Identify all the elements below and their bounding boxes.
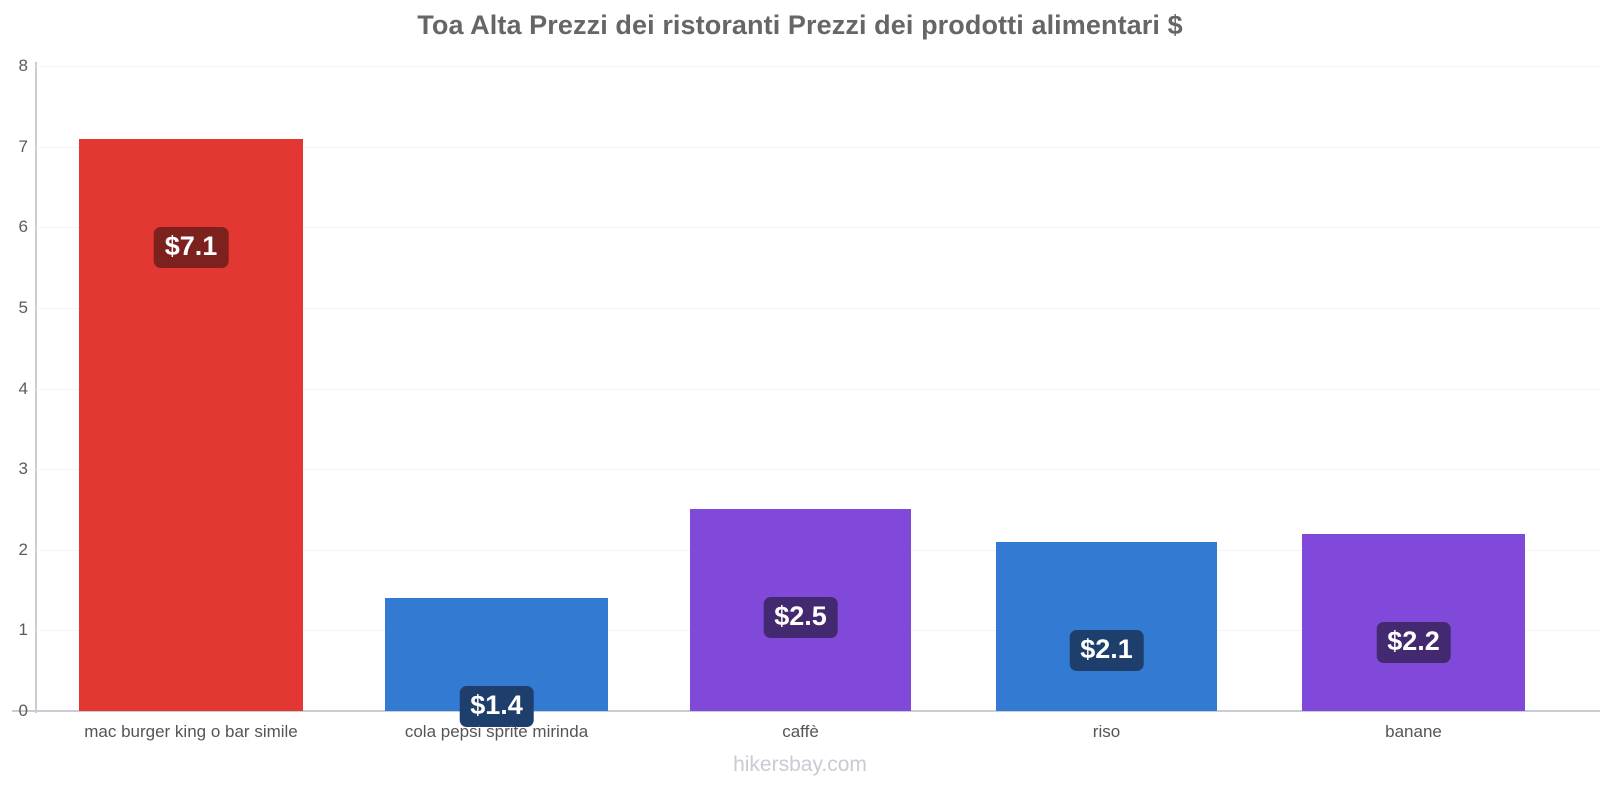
gridline (36, 146, 1600, 148)
bar-value-label: $2.5 (763, 597, 838, 639)
gridline (36, 307, 1600, 309)
x-axis-tick-labels: mac burger king o bar simile cola pepsi s… (0, 714, 1600, 754)
x-axis-line (12, 710, 1600, 712)
gridline (36, 227, 1600, 229)
plot-area: $7.1 $1.4 $2.5 $2.1 $2.2 (36, 66, 1600, 728)
bar[interactable]: $2.5 (690, 509, 911, 711)
x-axis-tick-label: banane (1385, 722, 1442, 741)
y-axis-tick-label: 4 (18, 378, 28, 398)
bar-value-label: $2.1 (1069, 629, 1144, 671)
bar[interactable]: $1.4 (385, 598, 608, 728)
bar[interactable]: $2.1 (996, 541, 1217, 711)
source-watermark: hikersbay.com (733, 753, 867, 776)
gridline (36, 66, 1600, 67)
y-axis-tick-label: 7 (18, 136, 28, 156)
x-axis-tick-label: caffè (782, 722, 819, 741)
gridline (36, 469, 1600, 471)
x-axis-tick-label: cola pepsi sprite mirinda (404, 722, 589, 741)
y-axis-line (35, 62, 37, 713)
y-axis-tick-label: 0 (18, 701, 28, 720)
y-axis-tick-label: 2 (18, 539, 28, 559)
y-axis-tick-label: 3 (18, 459, 28, 479)
y-axis-tick-label: 1 (18, 620, 28, 640)
x-axis-tick-label: riso (1092, 722, 1121, 741)
y-axis-tick-label: 5 (18, 297, 28, 317)
bar[interactable]: $7.1 (79, 138, 303, 711)
bar-value-label: $7.1 (153, 226, 229, 268)
chart-title: Toa Alta Prezzi dei ristoranti Prezzi de… (417, 10, 1183, 40)
x-axis-tick-label: mac burger king o bar simile (84, 722, 298, 741)
bar[interactable]: $2.2 (1302, 533, 1525, 711)
y-axis-tick-labels: 0 1 2 3 4 5 6 7 8 (0, 0, 28, 800)
gridline (36, 388, 1600, 390)
bar-value-label: $2.2 (1376, 621, 1451, 663)
y-axis-tick-label: 6 (18, 217, 28, 237)
bar-value-label: $1.4 (459, 686, 534, 728)
y-axis-tick-label: 8 (18, 56, 28, 75)
